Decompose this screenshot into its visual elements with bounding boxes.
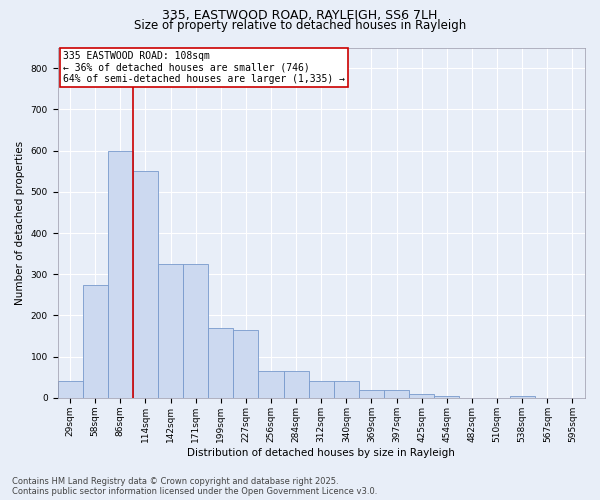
Bar: [284, 371, 309, 398]
Bar: [409, 394, 434, 398]
Bar: [309, 382, 334, 398]
Bar: [133, 171, 158, 398]
Text: Size of property relative to detached houses in Rayleigh: Size of property relative to detached ho…: [134, 19, 466, 32]
Bar: [158, 264, 183, 398]
Bar: [434, 396, 460, 398]
Bar: [108, 150, 133, 398]
Text: 335 EASTWOOD ROAD: 108sqm
← 36% of detached houses are smaller (746)
64% of semi: 335 EASTWOOD ROAD: 108sqm ← 36% of detac…: [63, 51, 345, 84]
Bar: [58, 382, 83, 398]
Bar: [359, 390, 384, 398]
Bar: [83, 284, 108, 398]
Bar: [208, 328, 233, 398]
Bar: [183, 264, 208, 398]
Bar: [334, 382, 359, 398]
Text: 335, EASTWOOD ROAD, RAYLEIGH, SS6 7LH: 335, EASTWOOD ROAD, RAYLEIGH, SS6 7LH: [163, 9, 437, 22]
Bar: [384, 390, 409, 398]
Text: Contains HM Land Registry data © Crown copyright and database right 2025.
Contai: Contains HM Land Registry data © Crown c…: [12, 476, 377, 496]
X-axis label: Distribution of detached houses by size in Rayleigh: Distribution of detached houses by size …: [187, 448, 455, 458]
Y-axis label: Number of detached properties: Number of detached properties: [15, 140, 25, 305]
Bar: [259, 371, 284, 398]
Bar: [233, 330, 259, 398]
Bar: [509, 396, 535, 398]
